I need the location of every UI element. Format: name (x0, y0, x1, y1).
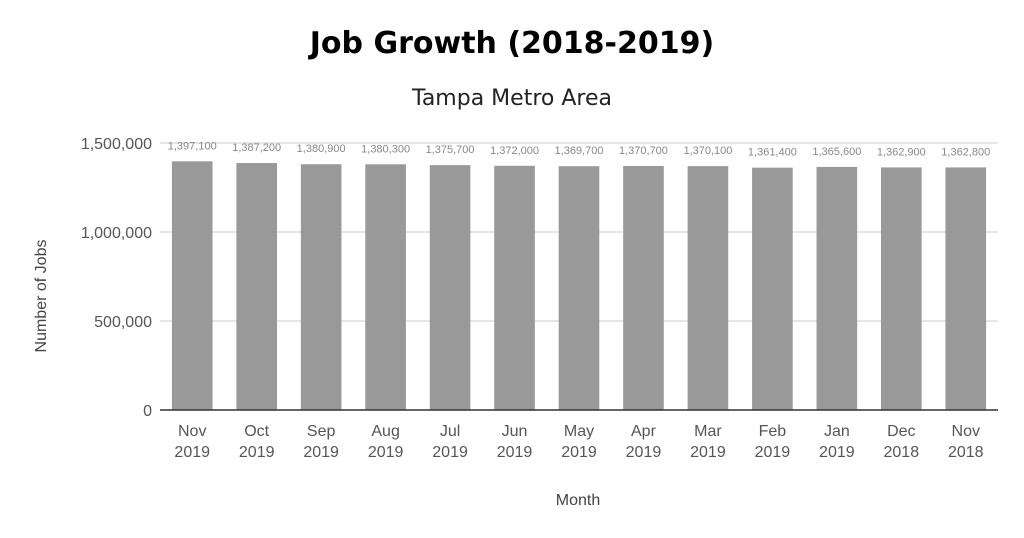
data-label: 1,365,600 (812, 146, 861, 158)
x-tick-label-year: 2019 (497, 444, 533, 461)
x-tick-label-month: Feb (759, 423, 787, 440)
bar (236, 163, 277, 410)
x-tick-label-year: 2019 (755, 444, 791, 461)
y-tick-label: 500,000 (94, 314, 152, 331)
y-axis-label: Number of Jobs (33, 240, 50, 353)
bar (623, 166, 664, 410)
x-tick-label-year: 2019 (174, 444, 210, 461)
x-tick-label-month: Jun (502, 423, 528, 440)
x-tick-label-month: Oct (244, 423, 269, 440)
bar (945, 167, 987, 410)
bar (881, 167, 922, 410)
chart-subtitle: Tampa Metro Area (412, 86, 612, 111)
x-tick-label-year: 2018 (884, 444, 920, 461)
data-label: 1,372,000 (490, 145, 539, 157)
data-label: 1,387,200 (232, 142, 281, 154)
x-tick-label-month: Jul (440, 423, 460, 440)
x-tick-label-month: Sep (307, 423, 336, 440)
x-axis-label: Month (556, 492, 600, 509)
x-tick-label-month: Mar (694, 423, 722, 440)
bar (494, 165, 535, 410)
x-tick-label-year: 2019 (303, 444, 339, 461)
bar (365, 164, 406, 410)
x-tick-label-month: May (564, 423, 594, 440)
x-tick-label-year: 2019 (819, 444, 855, 461)
y-tick-label: 0 (143, 403, 152, 420)
x-tick-label-year: 2018 (948, 444, 984, 461)
bar (429, 165, 471, 410)
x-tick-label-year: 2019 (239, 444, 275, 461)
data-label: 1,362,900 (877, 146, 926, 158)
data-labels: 1,397,100 1,387,200 1,380,900 1,380,300 1,37… (168, 140, 990, 158)
x-tick-label-year: 2019 (368, 444, 404, 461)
x-tick-label-year: 2019 (432, 444, 468, 461)
x-tick-label-year: 2019 (690, 444, 726, 461)
data-label: 1,369,700 (555, 145, 604, 157)
bar (171, 161, 213, 410)
x-tick-label-year: 2019 (626, 444, 662, 461)
bar (752, 167, 793, 410)
data-label: 1,380,300 (361, 143, 410, 155)
bar (300, 164, 342, 410)
y-tick-label: 1,500,000 (81, 136, 152, 153)
bar (558, 166, 600, 410)
chart-title: Job Growth (2018-2019) (309, 26, 715, 61)
x-tick-label-month: Nov (178, 423, 206, 440)
x-tick-label-month: Nov (952, 423, 980, 440)
data-label: 1,370,100 (683, 145, 732, 157)
bars (171, 161, 987, 410)
data-label: 1,375,700 (426, 144, 475, 156)
x-tick-label-year: 2019 (561, 444, 597, 461)
x-tick-label-month: Aug (371, 423, 399, 440)
bar (687, 166, 729, 410)
data-label: 1,370,700 (619, 145, 668, 157)
x-tick-label-month: Jan (824, 423, 850, 440)
data-label: 1,380,900 (297, 143, 346, 155)
data-label: 1,361,400 (748, 147, 797, 159)
axes: 0 500,000 1,000,000 1,500,000 Nov 2019 Oct 2019… (81, 136, 998, 461)
bar (816, 166, 858, 410)
data-label: 1,362,800 (941, 146, 990, 158)
x-tick-label-month: Dec (887, 423, 915, 440)
x-tick-label-month: Apr (631, 423, 657, 440)
data-label: 1,397,100 (168, 140, 217, 152)
y-tick-label: 1,000,000 (81, 225, 152, 242)
